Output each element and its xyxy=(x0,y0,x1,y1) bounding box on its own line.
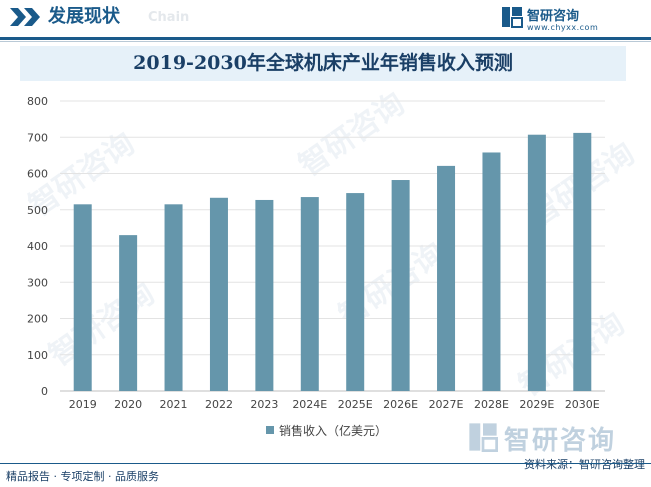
bar xyxy=(346,193,365,391)
legend-swatch xyxy=(266,426,274,434)
bar xyxy=(119,235,138,391)
y-tick-label: 800 xyxy=(27,95,48,108)
y-tick-label: 500 xyxy=(27,204,48,217)
y-tick-label: 200 xyxy=(27,313,48,326)
bars xyxy=(73,132,592,391)
x-tick-label: 2027E xyxy=(429,398,464,411)
header-divider-thin xyxy=(0,41,651,42)
brand-logo-icon xyxy=(469,423,498,452)
x-tick-label: 2025E xyxy=(338,398,373,411)
y-tick-label: 0 xyxy=(41,385,48,398)
bar xyxy=(164,204,183,391)
x-tick-label: 2019 xyxy=(69,398,97,411)
x-tick-label: 2029E xyxy=(519,398,554,411)
x-tick-label: 2026E xyxy=(383,398,418,411)
bar xyxy=(209,197,228,391)
x-axis-ticks: 2019 2020 2021 2022 2023 2024E 2025E 2026E 2027E… xyxy=(69,398,600,411)
x-tick-label: 2023 xyxy=(250,398,278,411)
x-tick-label: 2021 xyxy=(160,398,188,411)
chart-title: 2019-2030年全球机床产业年销售收入预测 xyxy=(133,52,513,74)
bar xyxy=(300,197,319,391)
chart-title-band: 2019-2030年全球机床产业年销售收入预测 xyxy=(20,46,626,81)
y-axis-ticks: 0 100 200 300 400 500 600 700 800 xyxy=(27,95,48,398)
y-tick-label: 300 xyxy=(27,276,48,289)
header: 发展现状 Chain 智研咨询 www.chyxx.com xyxy=(0,0,651,42)
bottom-brand-watermark: 智研咨询 xyxy=(468,422,614,456)
section-title: 发展现状 xyxy=(48,6,120,27)
legend: 销售收入（亿美元） xyxy=(266,423,387,438)
source-note: 资料来源：智研咨询整理 xyxy=(524,458,645,471)
brand-logo-icon xyxy=(502,7,523,28)
bar xyxy=(437,165,456,391)
brand-name: 智研咨询 xyxy=(527,9,580,24)
y-tick-label: 400 xyxy=(27,240,48,253)
bar xyxy=(527,134,546,391)
section-title-en: Chain xyxy=(148,10,190,25)
x-tick-label: 2024E xyxy=(292,398,327,411)
x-tick-label: 2030E xyxy=(565,398,600,411)
y-tick-label: 700 xyxy=(27,131,48,144)
y-tick-label: 600 xyxy=(27,168,48,181)
x-tick-label: 2020 xyxy=(114,398,142,411)
bar xyxy=(255,199,274,391)
x-tick-label: 2028E xyxy=(474,398,509,411)
bar xyxy=(391,180,410,391)
header-divider xyxy=(0,37,651,40)
chevron-marks-icon xyxy=(10,8,40,26)
y-tick-label: 100 xyxy=(27,349,48,362)
brand: 智研咨询 www.chyxx.com xyxy=(501,6,641,36)
bar xyxy=(482,152,501,391)
brand-url: www.chyxx.com xyxy=(527,23,599,32)
bar xyxy=(73,204,92,391)
gridlines xyxy=(60,100,605,392)
bar xyxy=(573,132,592,391)
legend-label: 销售收入（亿美元） xyxy=(279,423,387,438)
bottom-brand-name: 智研咨询 xyxy=(504,426,617,456)
footer-divider xyxy=(0,463,651,464)
x-tick-label: 2022 xyxy=(205,398,233,411)
footer-tagline: 精品报告 · 专项定制 · 品质服务 xyxy=(6,470,159,483)
